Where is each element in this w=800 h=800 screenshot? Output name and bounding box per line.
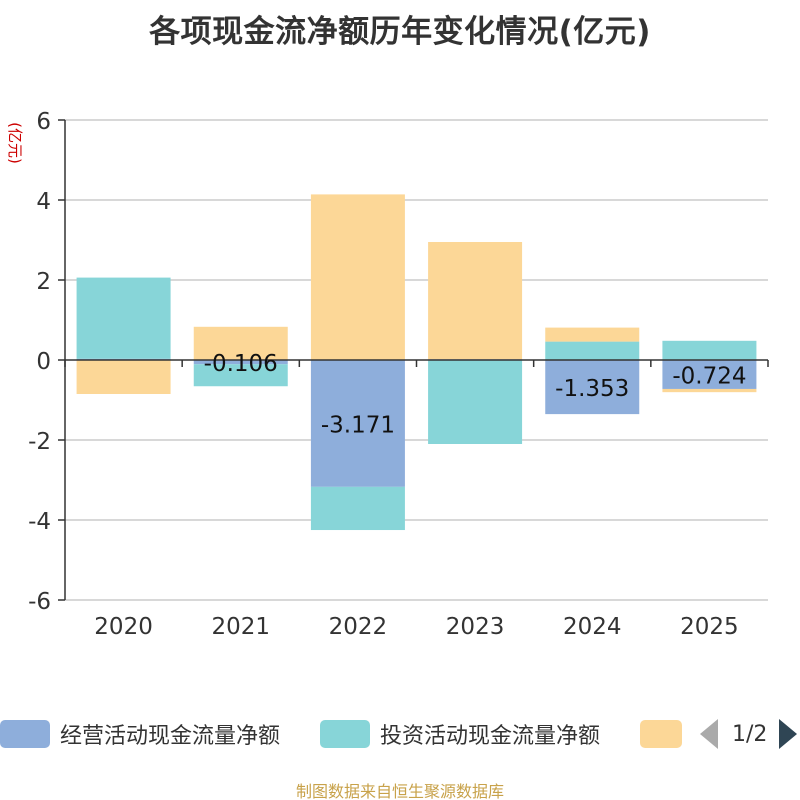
bar-s1-2024 [545, 341, 640, 360]
bar-s2-2023 [428, 242, 523, 360]
y-tick-label-2: 2 [36, 269, 51, 295]
y-tick-label-5: -4 [28, 509, 51, 535]
bar-s2-2020 [76, 360, 171, 394]
y-tick-label-1: 4 [36, 189, 51, 215]
legend-next-arrow-icon[interactable] [779, 719, 798, 749]
source-note: 制图数据来自恒生聚源数据库 [295, 782, 504, 800]
y-tick-label-6: -6 [28, 589, 51, 615]
bar-s2-2024 [545, 327, 640, 342]
data-label-2021: -0.106 [204, 351, 278, 377]
legend-item-investing[interactable]: 投资活动现金流量净额 [320, 716, 600, 752]
legend: 经营活动现金流量净额 投资活动现金流量净额 1/2 [0, 716, 800, 752]
legend-swatch-operating [0, 720, 50, 748]
bar-s1-2021 [193, 364, 288, 387]
bar-s2-2022 [310, 194, 405, 360]
legend-label-investing: 投资活动现金流量净额 [380, 724, 601, 749]
legend-item-operating[interactable]: 经营活动现金流量净额 [0, 716, 280, 752]
x-tick-label-2022: 2022 [329, 614, 388, 640]
legend-pager: 1/2 [700, 716, 798, 752]
legend-item-financing[interactable] [640, 716, 692, 752]
legend-label-operating: 经营活动现金流量净额 [60, 724, 281, 749]
data-label-2024: -1.353 [555, 376, 629, 402]
bar-s0-2025 [662, 360, 757, 389]
data-label-2025: -0.724 [672, 363, 746, 389]
bar-s2-2021 [193, 326, 288, 360]
y-tick-label-3: 0 [36, 349, 51, 375]
y-tick-label-0: 6 [36, 109, 51, 135]
legend-swatch-investing [320, 720, 370, 748]
bar-s1-2023 [428, 360, 523, 444]
x-tick-label-2024: 2024 [563, 614, 622, 640]
data-label-2022: -3.171 [321, 412, 395, 438]
legend-prev-arrow-icon[interactable] [700, 719, 718, 749]
bar-s0-2024 [545, 360, 640, 415]
y-axis-title: (亿元) [6, 122, 24, 164]
bar-s0-2021 [193, 360, 288, 365]
x-tick-label-2023: 2023 [446, 614, 505, 640]
x-tick-label-2021: 2021 [211, 614, 270, 640]
bar-s2-2025 [662, 388, 757, 393]
bar-s0-2022 [310, 360, 405, 487]
chart-title: 各项现金流净额历年变化情况(亿元) [149, 14, 651, 50]
y-tick-label-4: -2 [28, 429, 51, 455]
bar-s1-2025 [662, 340, 757, 360]
bar-s1-2020 [76, 277, 171, 359]
legend-page-indicator: 1/2 [732, 721, 768, 747]
legend-swatch-financing [640, 720, 682, 748]
x-tick-label-2025: 2025 [680, 614, 739, 640]
bar-s1-2022 [310, 486, 405, 531]
x-tick-label-2020: 2020 [94, 614, 153, 640]
